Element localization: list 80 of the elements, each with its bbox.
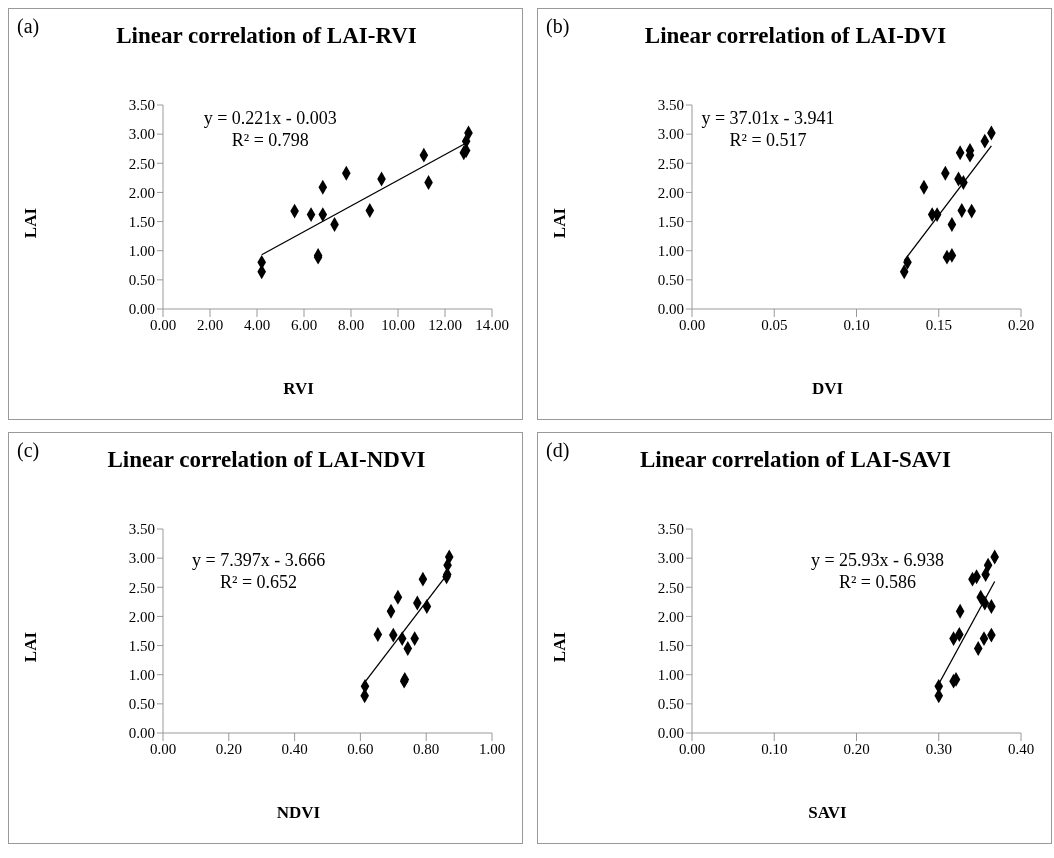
annotation: y = 7.397x - 3.666 [191,550,326,571]
x-axis-title: NDVI [275,803,322,823]
y-axis-title: LAI [550,206,570,241]
y-axis-title: LAI [21,206,41,241]
y-tick-label: 1.00 [128,667,155,684]
x-axis-title: SAVI [807,803,848,823]
text: (d) [546,439,570,462]
y-tick-label: 3.50 [128,521,155,538]
x-tick-label: 6.00 [290,316,318,333]
x-tick-label: 0.10 [843,316,870,333]
x-tick-label: 8.00 [337,316,365,333]
chart-title: Linear correlation of LAI-RVI [116,23,417,48]
y-tick-label: 0.50 [657,272,684,289]
x-tick-label: 12.00 [428,316,462,333]
x-tick-label: 0.40 [1007,740,1035,757]
x-tick-label: 14.00 [475,316,509,333]
annotation: y = 0.221x - 0.003 [202,106,338,129]
y-tick-label: 0.00 [657,725,684,742]
y-tick-label: 2.50 [128,155,155,172]
x-tick-label: 0.20 [1007,316,1035,333]
y-tick-label: 0.00 [657,301,684,318]
y-axis-title: LAI [21,630,41,665]
y-tick-label: 1.50 [657,213,684,230]
y-tick-label: 3.50 [128,97,155,114]
x-tick-label: 0.00 [678,316,706,333]
x-tick-label: 0.30 [925,740,952,757]
y-tick-label: 3.00 [657,550,684,567]
x-tick-label: 0.00 [149,740,177,757]
x-tick-label: 0.20 [215,740,242,757]
text: (a) [17,15,40,38]
chart-title: Linear correlation of LAI-SAVI [639,447,952,472]
chart-title: Linear correlation of LAI-DVI [644,23,947,48]
y-tick-label: 3.00 [657,126,684,143]
chart-title: Linear correlation of LAI-NDVI [107,447,426,472]
y-tick-label: 3.00 [128,126,155,143]
x-tick-label: 0.40 [281,740,308,757]
y-tick-label: 2.00 [657,184,684,201]
y-tick-label: 2.00 [657,608,684,625]
y-tick-label: 1.00 [657,667,684,684]
y-tick-label: 3.50 [657,521,684,538]
y-tick-label: 2.50 [657,155,684,172]
y-tick-label: 0.50 [128,272,155,289]
text: (c) [17,439,40,462]
x-tick-label: 0.80 [413,740,440,757]
x-tick-label: 0.60 [347,740,374,757]
x-tick-label: 0.10 [761,740,788,757]
x-axis-title: RVI [282,379,315,399]
annotation: R² = 0.798 [230,128,310,151]
x-tick-label: 0.20 [843,740,870,757]
x-tick-label: 1.00 [478,740,506,757]
y-tick-label: 2.50 [128,579,155,596]
x-tick-label: 4.00 [243,316,271,333]
y-tick-label: 1.00 [128,243,155,260]
y-tick-label: 2.00 [128,184,155,201]
y-tick-label: 1.00 [657,243,684,260]
y-tick-label: 2.00 [128,608,155,625]
annotation: y = 37.01x - 3.941 [701,107,835,128]
x-tick-label: 2.00 [196,316,224,333]
y-tick-label: 1.50 [128,637,155,654]
y-tick-label: 0.50 [128,696,155,713]
y-tick-label: 0.00 [128,301,155,318]
x-tick-label: 0.15 [925,316,952,333]
y-axis-title: LAI [550,630,570,665]
y-tick-label: 1.50 [657,637,684,654]
y-tick-label: 3.00 [128,550,155,567]
annotation: R² = 0.652 [220,572,298,593]
x-tick-label: 10.00 [381,316,415,333]
x-tick-label: 0.05 [761,316,788,333]
y-tick-label: 2.50 [657,579,684,596]
x-axis-title: DVI [810,379,845,399]
annotation: R² = 0.586 [837,571,918,594]
y-tick-label: 1.50 [128,213,155,230]
y-tick-label: 0.00 [128,725,155,742]
text: (b) [546,15,570,38]
y-tick-label: 0.50 [657,696,684,713]
y-tick-label: 3.50 [657,97,684,114]
annotation: R² = 0.517 [729,129,807,150]
x-tick-label: 0.00 [678,740,706,757]
annotation: y = 25.93x - 6.938 [809,549,946,572]
x-tick-label: 0.00 [149,316,177,333]
